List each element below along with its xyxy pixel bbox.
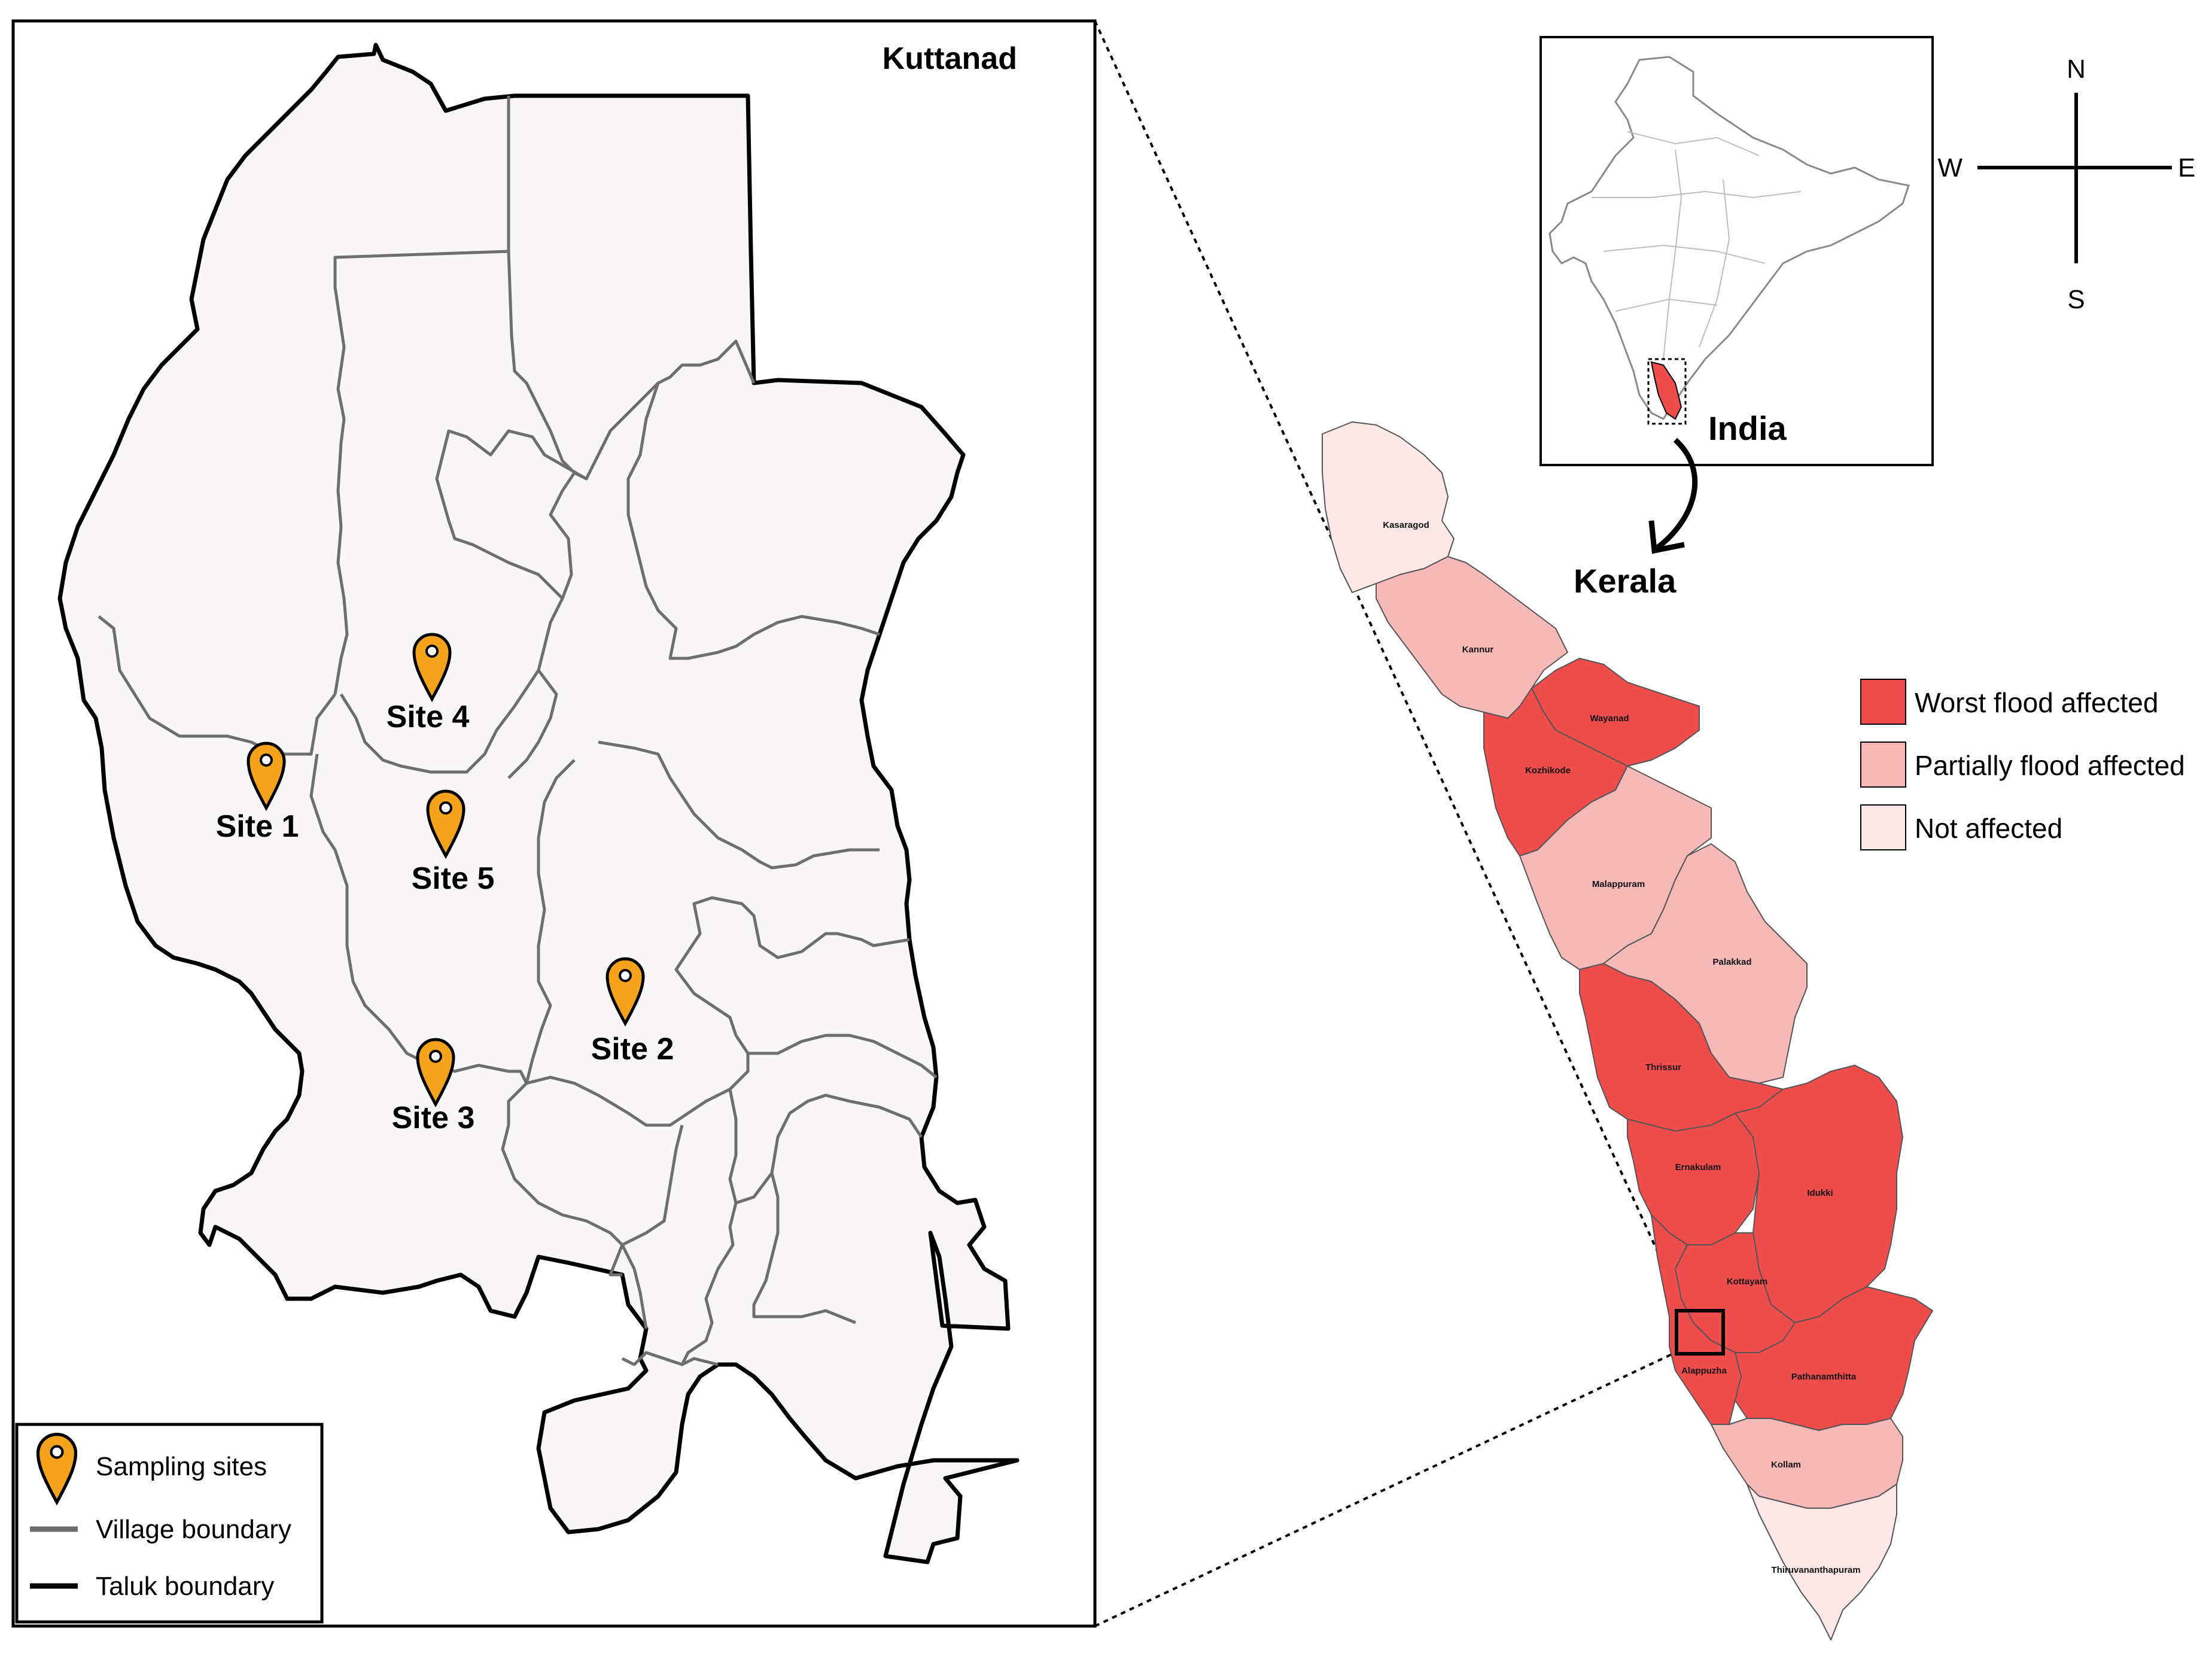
district-label-kozhikode: Kozhikode bbox=[1525, 765, 1571, 776]
compass-west: W bbox=[1937, 153, 1962, 183]
district-label-pathanamthitta: Pathanamthitta bbox=[1791, 1372, 1857, 1382]
district-kollam bbox=[1711, 1418, 1903, 1509]
district-label-kannur: Kannur bbox=[1462, 645, 1494, 655]
compass-icon bbox=[1977, 93, 2172, 263]
district-label-ernakulam: Ernakulam bbox=[1675, 1162, 1721, 1172]
village-boundaries bbox=[98, 96, 938, 1366]
compass-north: N bbox=[2067, 54, 2086, 84]
district-labels: Kasaragod Kannur Wayanad Kozhikode Malap… bbox=[1383, 520, 1860, 1575]
district-ernakulam bbox=[1627, 1113, 1760, 1245]
kerala-label: Kerala bbox=[1574, 562, 1677, 600]
legend-taluk-boundary: Taluk boundary bbox=[96, 1572, 274, 1601]
legend-none-swatch bbox=[1860, 804, 1906, 850]
district-label-idukki: Idukki bbox=[1807, 1188, 1833, 1198]
legend-sampling-sites: Sampling sites bbox=[96, 1452, 267, 1481]
kuttanad-title: Kuttanad bbox=[883, 41, 1017, 76]
india-label: India bbox=[1708, 409, 1787, 447]
district-label-kasaragod: Kasaragod bbox=[1383, 520, 1429, 530]
district-label-kottayam: Kottayam bbox=[1727, 1277, 1767, 1287]
site-3-label: Site 3 bbox=[392, 1101, 475, 1135]
kuttanad-locator-box bbox=[1675, 1309, 1725, 1356]
legend-village-boundary: Village boundary bbox=[96, 1515, 291, 1544]
compass-south: S bbox=[2067, 285, 2085, 314]
compass-east: E bbox=[2178, 153, 2195, 183]
kuttanad-taluk-boundary bbox=[57, 42, 1020, 1564]
kerala-map bbox=[1322, 421, 1933, 1640]
arrow-india-to-kerala bbox=[1656, 437, 1698, 550]
legend-partial-swatch bbox=[1860, 742, 1906, 788]
district-alappuzha bbox=[1651, 1214, 1742, 1425]
connector-line-bottom bbox=[1094, 1351, 1676, 1627]
legend-worst-label: Worst flood affected bbox=[1915, 687, 2158, 718]
connector-line-top bbox=[1094, 20, 1688, 1317]
district-label-malappuram: Malappuram bbox=[1592, 879, 1645, 889]
district-label-thiruvananthapuram: Thiruvananthapuram bbox=[1771, 1565, 1860, 1575]
arrow-head-icon bbox=[1648, 520, 1685, 554]
district-label-kollam: Kollam bbox=[1771, 1460, 1801, 1470]
site-4-label: Site 4 bbox=[387, 700, 470, 734]
india-state-lines bbox=[1592, 131, 1802, 360]
legend-worst-swatch bbox=[1860, 679, 1906, 725]
site-2-label: Site 2 bbox=[591, 1032, 674, 1067]
site-1-label: Site 1 bbox=[216, 809, 299, 844]
district-label-wayanad: Wayanad bbox=[1590, 713, 1629, 724]
kerala-highlight-inset bbox=[1650, 361, 1682, 420]
district-thiruvananthapuram bbox=[1747, 1484, 1897, 1640]
district-label-thrissur: Thrissur bbox=[1645, 1062, 1681, 1072]
district-label-alappuzha: Alappuzha bbox=[1681, 1366, 1727, 1376]
district-label-palakkad: Palakkad bbox=[1712, 957, 1751, 967]
site-5-label: Site 5 bbox=[412, 861, 495, 896]
kerala-inset-box bbox=[1647, 358, 1687, 425]
legend-partial-label: Partially flood affected bbox=[1915, 750, 2185, 781]
legend-none-label: Not affected bbox=[1915, 813, 2062, 844]
